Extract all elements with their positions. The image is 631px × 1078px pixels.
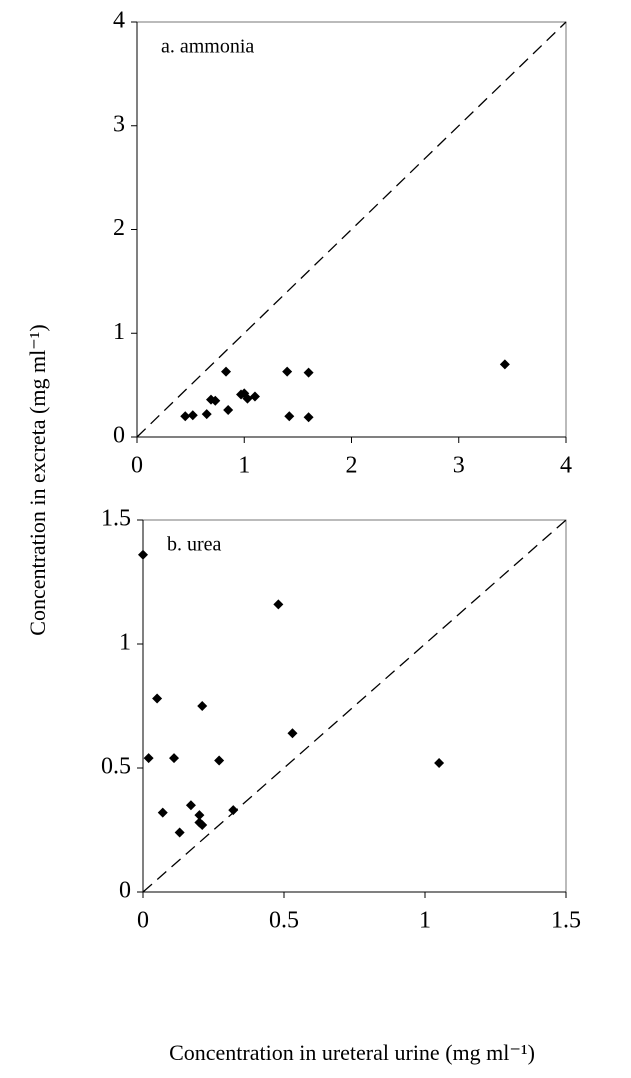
point	[197, 820, 208, 831]
y-tick-label: 1.5	[101, 506, 131, 532]
x-axis-label: Concentration in ureteral urine (mg ml⁻¹…	[169, 1040, 535, 1065]
point	[201, 409, 212, 420]
point	[197, 701, 208, 711]
x-tick-label: 1	[419, 908, 431, 934]
x-tick-label: 3	[453, 453, 465, 479]
point	[143, 753, 154, 764]
panel-label: a. ammonia	[161, 36, 254, 58]
y-tick-label: 4	[113, 8, 125, 34]
point	[138, 549, 148, 560]
point	[499, 359, 510, 370]
y-tick-label: 3	[113, 111, 125, 137]
point	[273, 599, 284, 610]
x-tick-label: 0	[137, 908, 149, 934]
point	[221, 366, 232, 377]
point	[434, 758, 445, 769]
point	[303, 367, 314, 378]
point	[157, 807, 168, 818]
y-tick-label: 2	[113, 215, 125, 241]
point	[214, 755, 225, 766]
point	[228, 805, 239, 816]
point	[187, 410, 198, 421]
y-axis-label: Concentration in excreta (mg ml⁻¹)	[25, 324, 50, 635]
point	[180, 411, 191, 422]
point	[223, 405, 234, 416]
panel-label: b. urea	[167, 534, 222, 556]
y-tick-label: 0.5	[101, 754, 131, 780]
point	[284, 411, 295, 422]
y-tick-label: 0	[119, 878, 131, 904]
point	[210, 395, 221, 406]
point	[169, 753, 180, 764]
y-tick-label: 1	[119, 630, 131, 656]
y-tick-label: 1	[113, 319, 125, 345]
point	[303, 412, 314, 423]
x-tick-label: 0	[131, 453, 143, 479]
x-tick-label: 0.5	[269, 908, 299, 934]
identity-line	[136, 21, 567, 438]
point	[152, 693, 163, 704]
point	[185, 800, 196, 811]
x-tick-label: 4	[560, 453, 572, 479]
point	[242, 393, 253, 404]
point	[249, 391, 260, 402]
point	[282, 366, 293, 377]
y-tick-label: 0	[113, 423, 125, 449]
point	[194, 810, 205, 821]
point	[287, 728, 298, 739]
point	[174, 827, 185, 838]
x-tick-label: 1.5	[551, 908, 581, 934]
x-tick-label: 2	[346, 453, 358, 479]
x-tick-label: 1	[238, 453, 250, 479]
